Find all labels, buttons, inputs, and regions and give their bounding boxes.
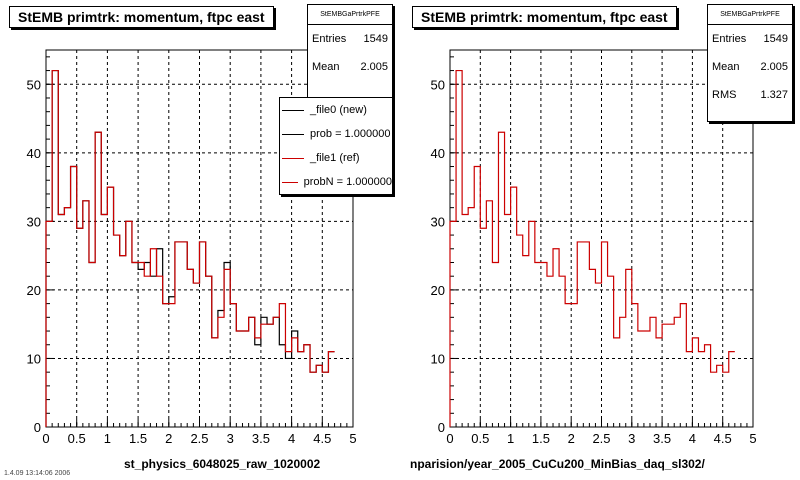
legend-entry-prob: prob = 1.000000 xyxy=(280,122,392,146)
y-tick-label: 10 xyxy=(431,351,445,366)
x-tick-label: 2.5 xyxy=(592,431,610,446)
left-legend: _file0 (new) prob = 1.000000 _file1 (ref… xyxy=(279,97,393,195)
left-mean-label: Mean xyxy=(312,61,340,73)
y-tick-label: 40 xyxy=(431,146,445,161)
x-tick-label: 0 xyxy=(42,431,49,446)
left-entries-label: Entries xyxy=(312,33,347,45)
y-tick-label: 30 xyxy=(27,214,41,229)
y-tick-label: 10 xyxy=(27,351,41,366)
x-tick-label: 0 xyxy=(446,431,453,446)
right-rms-value: 1.327 xyxy=(760,89,788,101)
left-stats-box: StEMBGaPrtrkPFE Entries 1549 Mean 2.005 xyxy=(307,4,393,98)
x-tick-label: 1.5 xyxy=(129,431,147,446)
x-tick-label: 2 xyxy=(568,431,575,446)
x-tick-label: 1 xyxy=(507,431,514,446)
left-x-axis-label: st_physics_6048025_raw_1020002 xyxy=(124,457,321,471)
legend-entry-file0: _file0 (new) xyxy=(280,98,392,122)
y-tick-label: 0 xyxy=(438,420,445,435)
y-tick-label: 30 xyxy=(431,214,445,229)
histogram-series-1 xyxy=(45,69,335,427)
legend-entry-file1: _file1 (ref) xyxy=(280,146,392,170)
legend-label-file0: _file0 (new) xyxy=(310,104,367,116)
x-tick-label: 0.5 xyxy=(68,431,86,446)
right-stats-box: StEMBGaPrtrkPFE Entries 1549 Mean 2.005 RM… xyxy=(707,4,793,122)
right-mean-value: 2.005 xyxy=(760,61,788,73)
right-stats-header: StEMBGaPrtrkPFE xyxy=(708,5,792,25)
legend-entry-probn: probN = 1.000000 xyxy=(280,170,392,194)
y-tick-label: 50 xyxy=(27,77,41,92)
x-tick-label: 2 xyxy=(165,431,172,446)
y-tick-label: 40 xyxy=(27,146,41,161)
right-x-axis-label: nparision/year_2005_CuCu200_MinBias_daq_… xyxy=(410,457,705,471)
x-tick-label: 5 xyxy=(749,431,756,446)
footer-timestamp: 1.4.09 13:14:06 2006 xyxy=(4,470,71,477)
y-tick-label: 0 xyxy=(34,420,41,435)
x-tick-label: 4 xyxy=(689,431,696,446)
x-tick-label: 4.5 xyxy=(714,431,732,446)
left-entries-value: 1549 xyxy=(363,33,388,45)
x-tick-label: 2.5 xyxy=(190,431,208,446)
left-mean-value: 2.005 xyxy=(360,61,388,73)
left-chart-title: StEMB primtrk: momentum, ftpc east xyxy=(9,6,274,28)
x-tick-label: 1.5 xyxy=(532,431,550,446)
x-tick-label: 4.5 xyxy=(313,431,331,446)
legend-label-prob: prob = 1.000000 xyxy=(310,128,391,140)
right-entries-label: Entries xyxy=(712,33,747,45)
x-tick-label: 3.5 xyxy=(653,431,671,446)
histogram-series-0 xyxy=(449,69,735,427)
y-tick-label: 20 xyxy=(431,283,445,298)
legend-label-file1: _file1 (ref) xyxy=(310,152,360,164)
y-tick-label: 20 xyxy=(27,283,41,298)
x-tick-label: 5 xyxy=(349,431,356,446)
left-stats-header: StEMBGaPrtrkPFE xyxy=(308,5,392,25)
x-tick-label: 4 xyxy=(288,431,295,446)
x-tick-label: 3 xyxy=(227,431,234,446)
right-entries-value: 1549 xyxy=(763,33,788,45)
legend-label-probn: probN = 1.000000 xyxy=(303,176,392,188)
x-tick-label: 3.5 xyxy=(252,431,270,446)
x-tick-label: 1 xyxy=(104,431,111,446)
x-tick-label: 0.5 xyxy=(471,431,489,446)
right-rms-label: RMS xyxy=(712,89,737,101)
right-chart-title: StEMB primtrk: momentum, ftpc east xyxy=(412,6,677,28)
right-mean-label: Mean xyxy=(712,61,740,73)
y-tick-label: 50 xyxy=(431,77,445,92)
x-tick-label: 3 xyxy=(628,431,635,446)
